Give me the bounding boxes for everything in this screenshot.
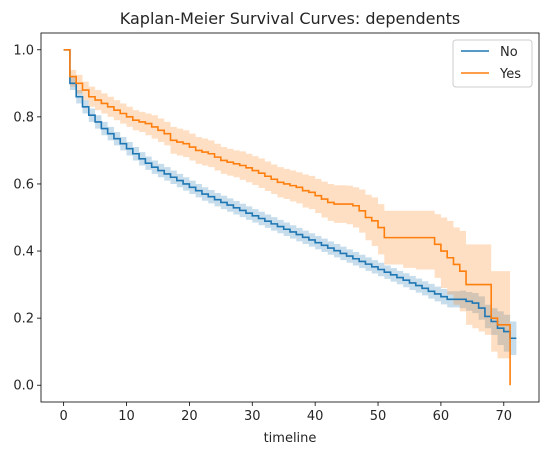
survival-lines (63, 48, 517, 386)
axes-frame (40, 32, 540, 403)
x-tick-label: 60 (433, 409, 450, 424)
y-tick-label: 1.0 (13, 43, 34, 58)
x-axis-label: timeline (264, 431, 317, 446)
confidence-bands (63, 49, 517, 386)
y-tick-label: 0.6 (13, 177, 34, 192)
x-tick-label: 50 (370, 409, 387, 424)
legend-label-yes: Yes (499, 67, 521, 82)
x-tick-label: 30 (244, 409, 261, 424)
x-tick-label: 20 (181, 409, 198, 424)
y-tick-label: 0.4 (13, 245, 34, 260)
y-tick-label: 0.8 (13, 110, 34, 125)
plot-area (63, 48, 517, 386)
y-tick-label: 0.0 (13, 379, 34, 394)
x-tick-label: 0 (59, 409, 67, 424)
ci-band-no (63, 49, 517, 356)
x-tick-label: 10 (118, 409, 135, 424)
legend-label-no: No (500, 45, 518, 60)
y-axis-ticks: 0.0 0.2 0.4 0.6 0.8 1.0 (13, 43, 41, 394)
chart-title: Kaplan-Meier Survival Curves: dependents (120, 9, 460, 28)
survival-line-yes (63, 48, 511, 386)
x-tick-label: 70 (496, 409, 513, 424)
legend: No Yes (452, 39, 533, 88)
ci-band-yes (63, 49, 511, 386)
x-tick-label: 40 (307, 409, 324, 424)
y-tick-label: 0.2 (13, 312, 34, 327)
x-axis-ticks: 0 10 20 30 40 50 60 70 (59, 402, 512, 424)
survival-line-no (63, 48, 517, 340)
